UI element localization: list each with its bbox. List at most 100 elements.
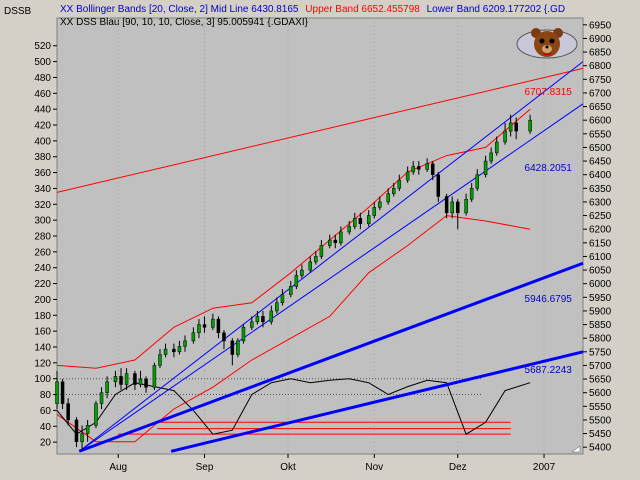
- candle-up: [280, 294, 285, 304]
- candle-up: [138, 378, 143, 385]
- price-tick-label: 5400: [589, 443, 612, 454]
- candle-up: [339, 231, 343, 244]
- candle-down: [222, 332, 226, 342]
- trendlines: [56, 61, 584, 453]
- candle-up: [85, 425, 90, 434]
- trendline: [78, 261, 584, 453]
- trendline: [170, 350, 584, 453]
- candle-up: [378, 201, 382, 208]
- candle-down: [417, 166, 421, 170]
- price-tick-label: 5450: [589, 429, 612, 440]
- candle-up: [503, 130, 507, 143]
- legend-bollinger-lower: Lower Band 6209.177202 {.GD: [427, 4, 565, 15]
- indicator-tick-label: 340: [34, 184, 51, 195]
- candle-down: [144, 378, 148, 388]
- candle-down: [430, 163, 435, 175]
- price-tick-label: 6050: [589, 266, 612, 277]
- price-tick-label: 5850: [589, 320, 612, 331]
- price-tick-label: 5950: [589, 293, 612, 304]
- candle-up: [372, 207, 377, 216]
- candle-up: [158, 354, 162, 366]
- indicator-tick-label: 320: [34, 200, 51, 211]
- candle-up: [80, 433, 84, 442]
- indicator-tick-label: 280: [34, 232, 51, 243]
- indicator-tick-label: 100: [34, 374, 51, 385]
- candle-up: [99, 392, 104, 404]
- indicator-tick-label: 420: [34, 121, 51, 132]
- candle-up: [124, 373, 129, 385]
- candle-down: [333, 239, 338, 244]
- indicator-tick-label: 200: [34, 295, 51, 306]
- indicator-tick-label: 380: [34, 152, 51, 163]
- legend-bollinger-upper: Upper Band 6652.455798: [305, 4, 420, 15]
- candle-down: [436, 174, 441, 197]
- price-tick-label: 6300: [589, 197, 612, 208]
- price-tick-label: 5750: [589, 347, 612, 358]
- price-tick-label: 6100: [589, 252, 612, 263]
- price-tick-label: 6150: [589, 238, 612, 249]
- price-tick-label: 5600: [589, 388, 612, 399]
- price-tick-label: 6450: [589, 157, 612, 168]
- price-tick-label: 5500: [589, 415, 612, 426]
- candle-up: [308, 261, 313, 271]
- candle-down: [444, 196, 449, 214]
- time-tick-label: Okt: [280, 462, 296, 473]
- bear-icon[interactable]: [516, 28, 578, 59]
- series-line: [56, 108, 531, 369]
- candle-up: [528, 119, 532, 132]
- candle-up: [236, 340, 240, 355]
- candle-down: [261, 316, 265, 323]
- candle-up: [183, 340, 187, 347]
- candle-up: [489, 152, 493, 162]
- candle-down: [60, 381, 65, 404]
- indicator-tick-label: 180: [34, 311, 51, 322]
- candle-up: [241, 327, 246, 342]
- price-tick-label: 6750: [589, 75, 612, 86]
- trendline: [78, 103, 584, 452]
- chart-title: DSSB: [4, 6, 32, 17]
- candle-up: [294, 275, 299, 287]
- candle-up: [327, 239, 332, 246]
- resize-grip-icon[interactable]: [571, 445, 581, 453]
- candle-up: [397, 179, 402, 189]
- candle-up: [353, 218, 357, 227]
- candle-down: [66, 403, 70, 421]
- candles: [55, 114, 532, 450]
- plot-area[interactable]: [56, 17, 584, 455]
- indicator-tick-label: 220: [34, 279, 51, 290]
- price-tick-label: 5700: [589, 361, 612, 372]
- price-tick-label: 6700: [589, 88, 612, 99]
- candle-up: [469, 188, 474, 200]
- candle-up: [494, 141, 499, 154]
- candle-up: [392, 188, 396, 195]
- legend-dss: XX DSS Blau [90, 10, 10, Close, 3] 95.00…: [60, 17, 309, 28]
- price-tick-label: 6400: [589, 170, 612, 181]
- candle-up: [475, 174, 479, 189]
- time-tick-label: Sep: [196, 462, 214, 473]
- price-tick-label: 6550: [589, 129, 612, 140]
- indicator-tick-label: 120: [34, 358, 51, 369]
- time-tick-label: Aug: [109, 462, 127, 473]
- candle-up: [177, 346, 182, 353]
- time-axis: Aug Sep Okt Nov Dez 2007: [109, 454, 556, 473]
- candle-up: [152, 365, 157, 388]
- indicator-tick-label: 40: [40, 422, 52, 433]
- candle-up: [483, 160, 488, 175]
- candle-up: [250, 321, 254, 328]
- candle-up: [197, 324, 201, 333]
- indicator-tick-label: 480: [34, 73, 51, 84]
- candle-up: [405, 171, 410, 181]
- candle-up: [94, 403, 98, 426]
- level-lines: [118, 421, 511, 435]
- indicator-tick-label: 400: [34, 136, 51, 147]
- candle-up: [411, 166, 415, 173]
- price-tick-label: 6900: [589, 34, 612, 45]
- candle-down: [74, 419, 79, 442]
- legend-bollinger-mid: XX Bollinger Bands [20, Close, 2] Mid Li…: [60, 4, 299, 15]
- candle-up: [366, 215, 371, 224]
- candle-up: [275, 302, 279, 312]
- indicator-tick-label: 20: [40, 438, 52, 449]
- indicator-tick-label: 460: [34, 89, 51, 100]
- candle-up: [269, 310, 274, 323]
